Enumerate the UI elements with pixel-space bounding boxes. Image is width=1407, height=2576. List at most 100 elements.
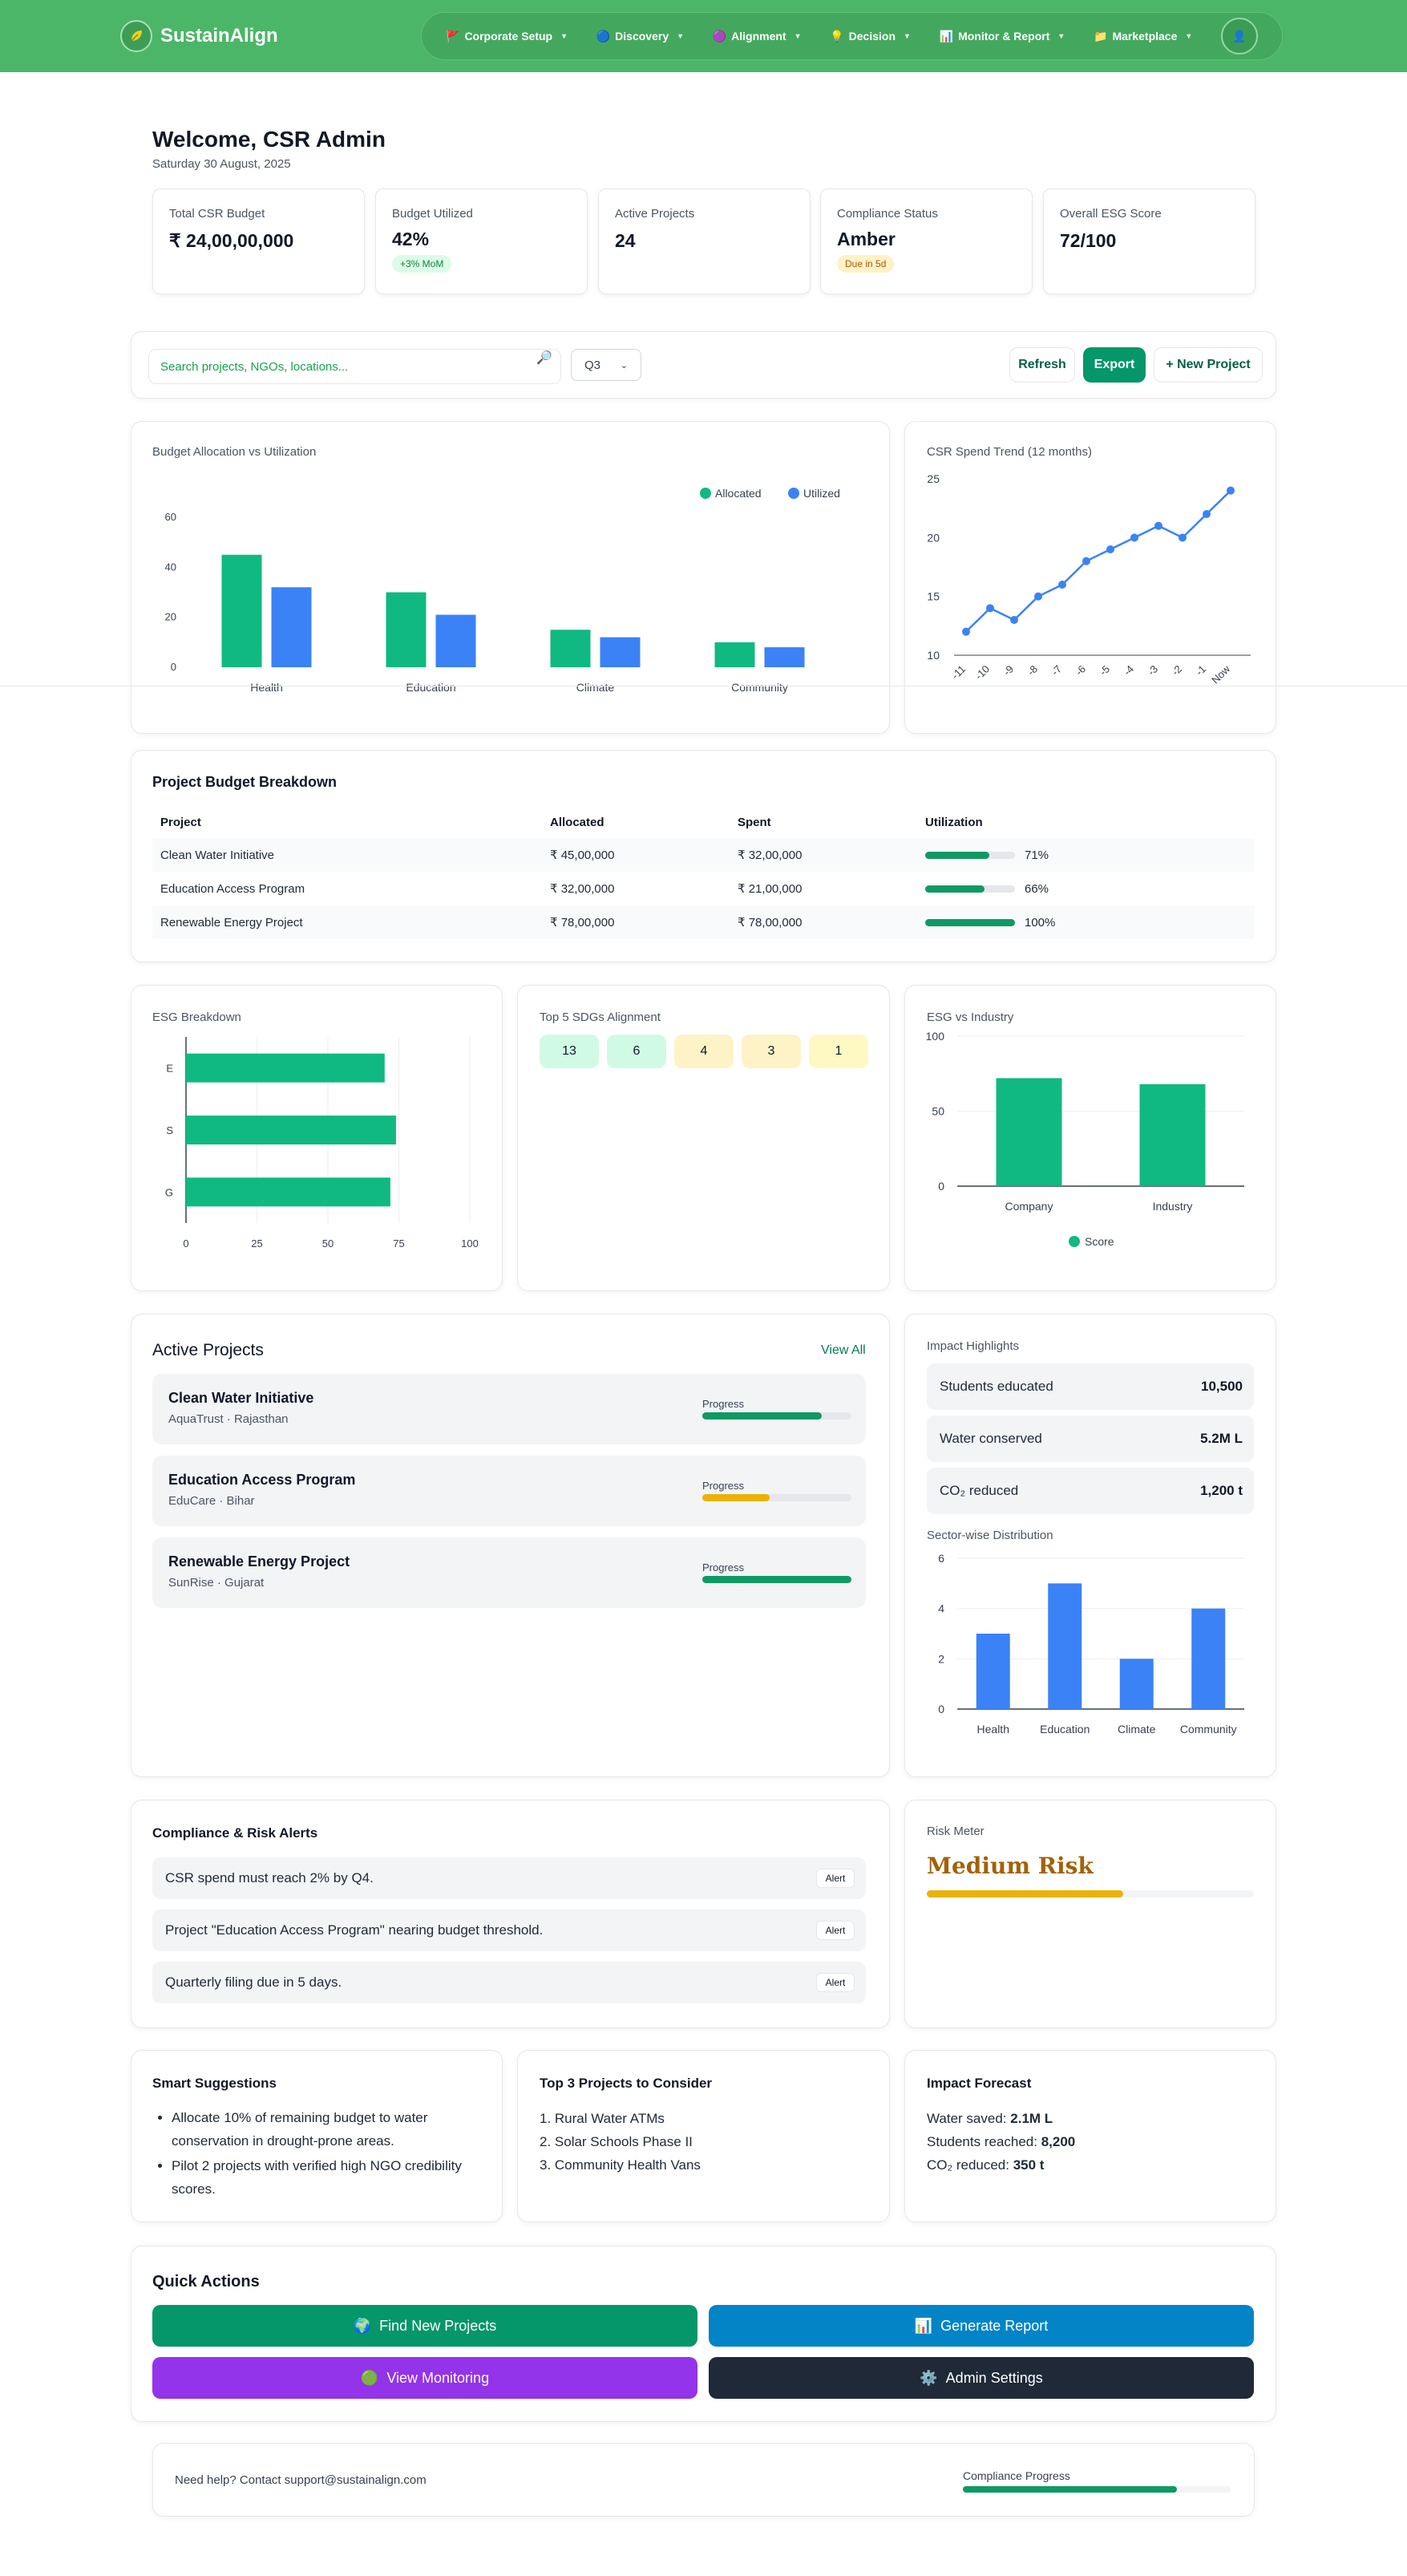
flag-icon: 🚩 xyxy=(446,29,460,43)
alert-badge: Alert xyxy=(816,1869,855,1888)
impact-label: CO₂ reduced xyxy=(940,1483,1019,1498)
alert-item[interactable]: Quarterly filing due in 5 days. Alert xyxy=(152,1962,866,2003)
chevron-down-icon: ▼ xyxy=(1057,32,1065,40)
alert-badge: Alert xyxy=(816,1921,855,1940)
forecast-label: CO₂ reduced: xyxy=(927,2157,1009,2173)
kpi-label: Total CSR Budget xyxy=(169,207,265,221)
x-tick-label: 25 xyxy=(251,1237,262,1250)
suggestion-item: Allocate 10% of remaining budget to wate… xyxy=(172,2106,484,2153)
column-header: Allocated xyxy=(550,815,604,829)
sdg-chip[interactable]: 4 xyxy=(674,1035,734,1068)
data-point xyxy=(1034,592,1042,601)
view-monitoring-button[interactable]: 🟢 View Monitoring xyxy=(152,2357,697,2399)
trend-chart-card xyxy=(904,421,1276,734)
due-badge: Due in 5d xyxy=(837,255,895,273)
chevron-down-icon: ▼ xyxy=(560,32,568,40)
project-item[interactable]: Clean Water Initiative AquaTrust · Rajas… xyxy=(152,1374,866,1444)
bar-community xyxy=(1191,1608,1226,1709)
sdg-chip[interactable]: 13 xyxy=(540,1035,599,1068)
bar-industry xyxy=(1139,1083,1206,1186)
x-tick-label: 0 xyxy=(183,1237,188,1250)
search-input[interactable]: Search projects, NGOs, locations... 🔎 xyxy=(148,349,561,384)
export-button[interactable]: Export xyxy=(1083,347,1146,383)
top-project-item[interactable]: 2. Solar Schools Phase II xyxy=(540,2134,693,2149)
chart-title: ESG vs Industry xyxy=(927,1011,1014,1024)
folder-icon: 📁 xyxy=(1094,29,1108,43)
utilization-bar xyxy=(925,852,1015,860)
project-item[interactable]: Renewable Energy Project SunRise · Gujar… xyxy=(152,1537,866,1608)
data-point xyxy=(962,627,970,636)
nav-monitor-report[interactable]: 📊 Monitor & Report ▼ xyxy=(940,30,1065,43)
admin-settings-button[interactable]: ⚙️ Admin Settings xyxy=(709,2357,1254,2399)
sdg-chip[interactable]: 1 xyxy=(809,1035,868,1068)
x-tick-label: -2 xyxy=(1169,663,1184,678)
x-tick-label: 50 xyxy=(322,1237,334,1250)
nav-discovery[interactable]: 🔵 Discovery ▼ xyxy=(596,30,684,43)
data-point xyxy=(1227,486,1235,495)
refresh-button[interactable]: Refresh xyxy=(1009,347,1075,383)
project-name: Renewable Energy Project xyxy=(168,1553,350,1569)
nav-decision[interactable]: 💡 Decision ▼ xyxy=(830,30,911,43)
x-tick-label: -10 xyxy=(972,663,992,682)
csr-spend-trend-chart: 10 15 20 25 -11 -10 -9 -8 -7 -6 -5 -4 -3 -2 -1 Now xyxy=(927,472,1251,687)
bulb-icon: 💡 xyxy=(830,29,844,43)
brand[interactable]: SustainAlign xyxy=(120,20,278,52)
nav-marketplace[interactable]: 📁 Marketplace ▼ xyxy=(1094,30,1192,43)
bar-health xyxy=(976,1634,1010,1709)
x-tick-label: -4 xyxy=(1121,663,1136,678)
x-tick-label: Now xyxy=(1209,662,1232,686)
help-text: Need help? Contact support@sustainalign.… xyxy=(175,2473,427,2487)
top-project-item[interactable]: 1. Rural Water ATMs xyxy=(540,2111,665,2126)
project-item[interactable]: Education Access Program EduCare · Bihar… xyxy=(152,1456,866,1526)
project-sub: AquaTrust · Rajasthan xyxy=(168,1412,289,1426)
table-header-row: Project Allocated Spent Utilization xyxy=(152,806,1255,838)
nav-corporate-setup[interactable]: 🚩 Corporate Setup ▼ xyxy=(446,30,568,43)
leaf-logo-icon xyxy=(120,20,152,52)
bar-utilized xyxy=(271,587,312,667)
x-tick-label: Health xyxy=(250,681,282,694)
legend-label: Score xyxy=(1085,1235,1114,1248)
new-project-button[interactable]: + New Project xyxy=(1154,347,1263,383)
y-tick-label: 6 xyxy=(938,1552,944,1565)
utilization-value: 71% xyxy=(1025,848,1049,862)
bar-allocated xyxy=(550,630,591,667)
alert-item[interactable]: CSR spend must reach 2% by Q4. Alert xyxy=(152,1857,866,1899)
data-point xyxy=(1082,557,1090,565)
current-date: Saturday 30 August, 2025 xyxy=(152,157,291,171)
forecast-value: 350 t xyxy=(1013,2157,1045,2173)
nav-alignment[interactable]: 🟣 Alignment ▼ xyxy=(713,30,802,43)
top-project-item[interactable]: 3. Community Health Vans xyxy=(540,2157,701,2173)
view-all-link[interactable]: View All xyxy=(821,1343,866,1357)
table-row[interactable]: Clean Water Initiative ₹ 45,00,000 ₹ 32,… xyxy=(152,838,1255,872)
alert-badge: Alert xyxy=(816,1973,855,1992)
suggestions-list: Allocate 10% of remaining budget to wate… xyxy=(172,2106,484,2201)
generate-report-button[interactable]: 📊 Generate Report xyxy=(709,2305,1254,2347)
find-new-projects-button[interactable]: 🌍 Find New Projects xyxy=(152,2305,697,2347)
data-point xyxy=(1154,521,1162,530)
project-name: Clean Water Initiative xyxy=(168,1390,314,1406)
smart-suggestions-card xyxy=(131,2050,503,2222)
nav-label: Corporate Setup xyxy=(464,30,553,43)
x-tick-label: Company xyxy=(1005,1200,1053,1213)
allocated-cell: ₹ 32,00,000 xyxy=(550,882,615,896)
x-tick-label: 100 xyxy=(461,1237,479,1250)
bar-allocated xyxy=(714,642,755,667)
utilization-bar xyxy=(925,919,1015,927)
x-tick-label: Community xyxy=(1180,1723,1237,1736)
kpi-active-projects: Active Projects 24 xyxy=(598,188,811,294)
user-avatar-button[interactable]: 👤 xyxy=(1220,18,1258,55)
table-row[interactable]: Education Access Program ₹ 32,00,000 ₹ 2… xyxy=(152,872,1255,905)
y-tick-label: 15 xyxy=(927,590,940,603)
table-row[interactable]: Renewable Energy Project ₹ 78,00,000 ₹ 7… xyxy=(152,905,1255,939)
quarter-select[interactable]: Q3 ⌄ xyxy=(571,349,641,381)
alert-item[interactable]: Project "Education Access Program" neari… xyxy=(152,1910,866,1951)
sdg-chip[interactable]: 3 xyxy=(742,1035,801,1068)
progress-bar xyxy=(702,1494,851,1501)
bar-education xyxy=(1048,1583,1082,1709)
bar-utilized xyxy=(764,647,805,667)
y-tick-label: E xyxy=(166,1063,173,1075)
esg-vs-industry-chart: 0 50 100 Company Industry Score xyxy=(926,1030,1244,1248)
chevron-down-icon: ▼ xyxy=(794,32,802,40)
section-title: Active Projects xyxy=(152,1341,264,1359)
sdg-chip[interactable]: 6 xyxy=(607,1035,666,1068)
